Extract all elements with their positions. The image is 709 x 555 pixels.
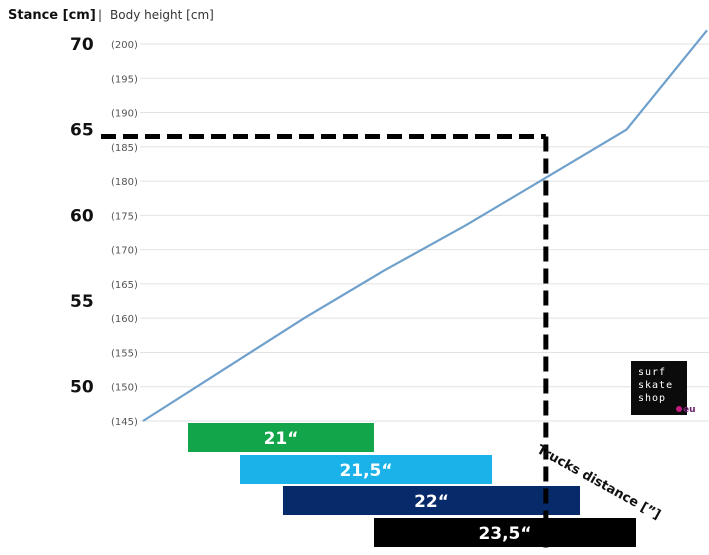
stance-tick: 55 [70,292,94,312]
logo-suffix: eu [676,405,696,415]
body-height-tick: (175) [111,211,138,222]
body-height-axis: (200) (195) (190) (185) (180) (175) (170) (165)… [111,40,138,428]
body-height-tick: (200) [111,40,138,51]
logo-line-surf: surf [638,367,667,378]
logo-dot-icon [676,406,682,412]
body-height-tick: (165) [111,280,138,291]
grid-lines [140,43,709,422]
body-height-tick: (150) [111,383,138,394]
chart-subtitle: Body height [cm] [110,8,214,22]
chart-title: Stance [cm] [8,8,96,23]
bar-1 [188,423,374,452]
body-height-tick: (180) [111,177,138,188]
bar-4 [374,518,636,547]
bar-label: 22“ [414,492,449,512]
body-height-tick: (155) [111,348,138,359]
stance-axis: 70 65 60 55 50 [70,35,94,398]
body-height-tick: (185) [111,143,138,154]
body-height-tick: (170) [111,246,138,257]
stance-tick: 50 [70,378,94,398]
reference-dashed-lines [101,134,549,548]
logo-line-skate: skate [638,380,674,391]
bar-label: 21“ [264,429,299,449]
body-height-tick: (190) [111,109,138,120]
bar-label: 21,5“ [339,461,392,481]
bar-3 [283,486,580,515]
trucks-distance-bars: 21“ 21,5“ 22“ 23,5“ [188,423,636,547]
stance-tick: 60 [70,206,94,226]
title-separator: | [98,8,102,22]
logo-suffix-text: eu [683,405,696,415]
height-line-series [142,29,708,422]
bar-2 [240,455,492,484]
body-height-tick: (160) [111,314,138,325]
stance-tick: 65 [70,121,94,141]
logo-line-shop: shop [638,393,667,404]
body-height-tick: (195) [111,74,138,85]
stance-tick: 70 [70,35,94,55]
bar-label: 23,5“ [478,524,531,544]
height-line [142,29,708,422]
body-height-tick: (145) [111,417,138,428]
